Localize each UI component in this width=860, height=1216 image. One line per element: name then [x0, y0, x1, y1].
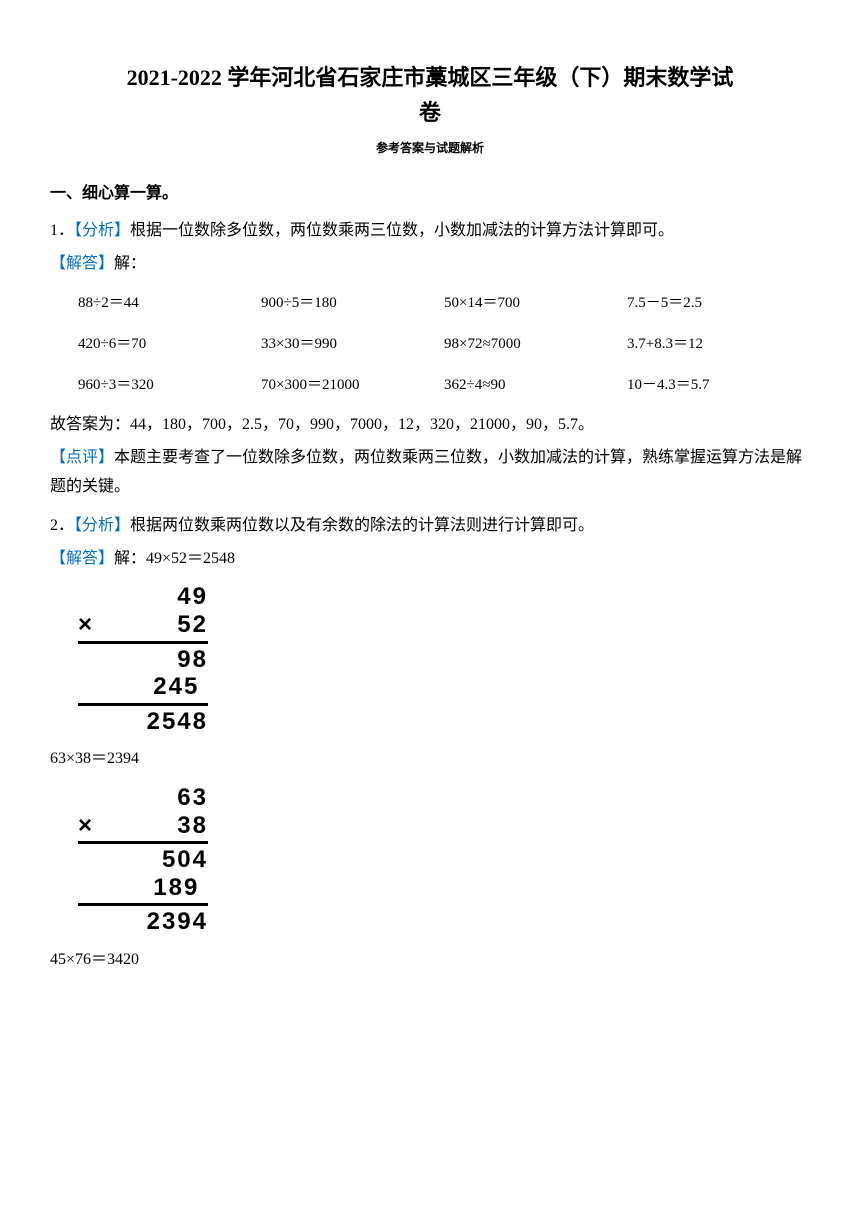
- calc-row: 98: [78, 646, 208, 674]
- question-number: 1．: [50, 222, 74, 239]
- vertical-calculation-1: 49 × 52 98 245 2548: [78, 583, 208, 735]
- calc-row: 504: [78, 846, 208, 874]
- calc-cell: 900÷5＝180: [261, 290, 444, 317]
- calc-row: 63: [78, 784, 208, 812]
- calc-operand: 52: [177, 611, 208, 638]
- review-label: 【点评】: [50, 449, 114, 466]
- calc-cell: 3.7+8.3＝12: [627, 331, 810, 358]
- calc-cell: 70×300＝21000: [261, 372, 444, 399]
- calc-row: × 38: [78, 812, 208, 840]
- calc-cell: 10－4.3＝5.7: [627, 372, 810, 399]
- calc-row: × 52: [78, 611, 208, 639]
- analysis-label: 【分析】: [74, 222, 130, 239]
- section-header: 一、细心算一算。: [50, 180, 810, 209]
- calc-cell: 7.5－5＝2.5: [627, 290, 810, 317]
- answer-label: 【解答】: [50, 255, 114, 272]
- calc-cell: 98×72≈7000: [444, 331, 627, 358]
- calc-row: 2548: [78, 708, 208, 736]
- analysis-text: 根据一位数除多位数，两位数乘两三位数，小数加减法的计算方法计算即可。: [130, 222, 674, 239]
- vertical-calculation-2: 63 × 38 504 189 2394: [78, 784, 208, 936]
- question-2: 2．【分析】根据两位数乘两位数以及有余数的除法的计算法则进行计算即可。 【解答】…: [50, 512, 810, 975]
- page-title: 2021-2022 学年河北省石家庄市藁城区三年级（下）期末数学试 卷: [50, 60, 810, 130]
- calc-cell: 88÷2＝44: [78, 290, 261, 317]
- analysis-label: 【分析】: [74, 517, 130, 534]
- title-line-1: 2021-2022 学年河北省石家庄市藁城区三年级（下）期末数学试: [127, 65, 734, 90]
- answer-summary: 故答案为：44，180，700，2.5，70，990，7000，12，320，2…: [50, 411, 810, 440]
- title-line-2: 卷: [419, 100, 441, 125]
- calc-row: 49: [78, 583, 208, 611]
- calc-row: 245: [78, 673, 208, 701]
- calc-line: [78, 703, 208, 706]
- calc-operand: 38: [177, 812, 208, 839]
- calc-cell: 362÷4≈90: [444, 372, 627, 399]
- answer-prefix: 解：: [114, 255, 146, 272]
- calc-cell: 33×30＝990: [261, 331, 444, 358]
- subtitle: 参考答案与试题解析: [50, 138, 810, 160]
- equation-2: 63×38＝2394: [50, 745, 810, 774]
- calc-line: [78, 841, 208, 844]
- review-text: 本题主要考查了一位数除多位数，两位数乘两三位数，小数加减法的计算，熟练掌握运算方…: [50, 449, 802, 495]
- multiply-op: ×: [78, 611, 94, 639]
- calc-cell: 50×14＝700: [444, 290, 627, 317]
- calc-cell: 420÷6＝70: [78, 331, 261, 358]
- answer-label: 【解答】: [50, 550, 114, 567]
- calc-row: 189: [78, 874, 208, 902]
- analysis-text: 根据两位数乘两位数以及有余数的除法的计算法则进行计算即可。: [130, 517, 594, 534]
- answer-prefix: 解：49×52＝2548: [114, 550, 235, 567]
- question-number: 2．: [50, 517, 74, 534]
- calc-row: 2394: [78, 908, 208, 936]
- calc-cell: 960÷3＝320: [78, 372, 261, 399]
- calc-line: [78, 903, 208, 906]
- question-1: 1．【分析】根据一位数除多位数，两位数乘两三位数，小数加减法的计算方法计算即可。…: [50, 217, 810, 502]
- calc-line: [78, 641, 208, 644]
- calculation-grid: 88÷2＝44 900÷5＝180 50×14＝700 7.5－5＝2.5 42…: [78, 290, 810, 399]
- equation-3: 45×76＝3420: [50, 946, 810, 975]
- multiply-op: ×: [78, 812, 94, 840]
